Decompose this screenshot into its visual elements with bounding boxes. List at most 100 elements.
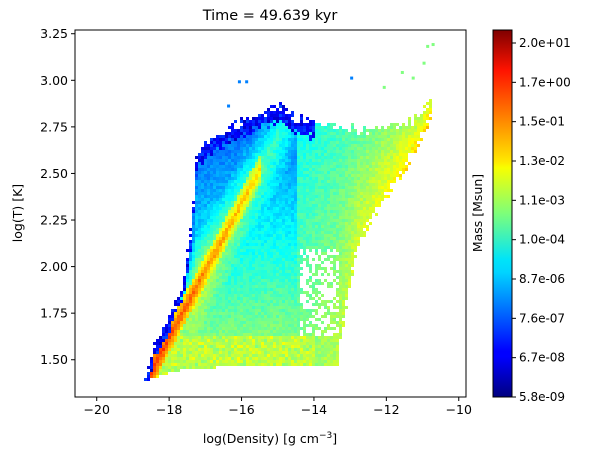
heatmap-cell: [390, 126, 393, 129]
heatmap-cell: [375, 129, 378, 132]
heatmap-cell: [330, 300, 333, 303]
heatmap-cell: [330, 210, 333, 213]
heatmap-cell: [255, 255, 258, 258]
heatmap-cell: [264, 330, 267, 333]
heatmap-cell: [291, 252, 294, 255]
heatmap-cell: [183, 294, 186, 297]
heatmap-cell: [372, 183, 375, 186]
heatmap-cell: [348, 138, 351, 141]
y-tick-label: 2.00: [40, 259, 68, 274]
heatmap-cell: [240, 303, 243, 306]
heatmap-cell: [261, 291, 264, 294]
heatmap-cell: [372, 192, 375, 195]
heatmap-cell: [333, 153, 336, 156]
heatmap-cell: [231, 249, 234, 252]
heatmap-cell: [186, 264, 189, 267]
heatmap-cell: [423, 117, 426, 120]
heatmap-cell: [258, 354, 261, 357]
heatmap-cell: [297, 309, 300, 312]
heatmap-cell: [252, 270, 255, 273]
heatmap-cell: [198, 327, 201, 330]
heatmap-cell: [246, 237, 249, 240]
heatmap-cell: [270, 342, 273, 345]
heatmap-cell: [339, 318, 342, 321]
heatmap-cell: [303, 234, 306, 237]
heatmap-cell: [402, 150, 405, 153]
heatmap-cell: [237, 207, 240, 210]
heatmap-cell: [327, 324, 330, 327]
heatmap-cell: [222, 156, 225, 159]
heatmap-cell: [258, 282, 261, 285]
heatmap-cell: [222, 252, 225, 255]
heatmap-cell: [345, 252, 348, 255]
heatmap-cell: [420, 114, 423, 117]
heatmap-cell: [249, 156, 252, 159]
heatmap-cell: [261, 234, 264, 237]
heatmap-cell: [273, 141, 276, 144]
heatmap-cell: [234, 201, 237, 204]
heatmap-cell: [204, 219, 207, 222]
heatmap-cell: [207, 348, 210, 351]
heatmap-cell: [231, 279, 234, 282]
heatmap-cell: [216, 141, 219, 144]
heatmap-cell: [339, 144, 342, 147]
heatmap-cell: [288, 330, 291, 333]
heatmap-cell: [189, 339, 192, 342]
heatmap-cell: [201, 159, 204, 162]
heatmap-cell: [381, 147, 384, 150]
heatmap-cell: [258, 156, 261, 159]
heatmap-cell: [333, 228, 336, 231]
heatmap-cell: [213, 363, 216, 366]
heatmap-cell: [354, 153, 357, 156]
heatmap-cell: [297, 195, 300, 198]
heatmap-cell: [237, 330, 240, 333]
heatmap-cell: [297, 237, 300, 240]
heatmap-cell: [189, 306, 192, 309]
heatmap-cell: [336, 231, 339, 234]
heatmap-cell: [237, 213, 240, 216]
heatmap-cell: [255, 300, 258, 303]
heatmap-cell: [369, 213, 372, 216]
heatmap-cell: [270, 123, 273, 126]
heatmap-cell: [309, 225, 312, 228]
heatmap-cell: [330, 312, 333, 315]
heatmap-cell: [291, 333, 294, 336]
heatmap-cell: [210, 363, 213, 366]
heatmap-cell: [350, 76, 354, 80]
heatmap-cell: [276, 132, 279, 135]
heatmap-cell: [207, 144, 210, 147]
heatmap-cell: [213, 309, 216, 312]
heatmap-cell: [207, 165, 210, 168]
heatmap-cell: [381, 132, 384, 135]
heatmap-cell: [390, 135, 393, 138]
heatmap-cell: [225, 228, 228, 231]
heatmap-cell: [219, 363, 222, 366]
heatmap-cell: [303, 195, 306, 198]
heatmap-cell: [336, 243, 339, 246]
heatmap-cell: [321, 228, 324, 231]
heatmap-cell: [183, 309, 186, 312]
heatmap-cell: [255, 192, 258, 195]
heatmap-cell: [216, 201, 219, 204]
heatmap-cell: [330, 243, 333, 246]
heatmap-cell: [273, 225, 276, 228]
heatmap-cell: [243, 363, 246, 366]
heatmap-cell: [234, 222, 237, 225]
heatmap-cell: [237, 288, 240, 291]
heatmap-cell: [150, 363, 153, 366]
heatmap-cell: [333, 243, 336, 246]
heatmap-cell: [408, 132, 411, 135]
heatmap-cell: [240, 252, 243, 255]
heatmap-cell: [309, 147, 312, 150]
heatmap-cell: [315, 318, 318, 321]
heatmap-cell: [240, 348, 243, 351]
heatmap-cell: [228, 327, 231, 330]
heatmap-cell: [297, 261, 300, 264]
heatmap-cell: [339, 129, 342, 132]
heatmap-cell: [243, 225, 246, 228]
heatmap-cell: [270, 360, 273, 363]
heatmap-cell: [180, 330, 183, 333]
heatmap-cell: [216, 357, 219, 360]
heatmap-cell: [201, 183, 204, 186]
heatmap-cell: [204, 222, 207, 225]
